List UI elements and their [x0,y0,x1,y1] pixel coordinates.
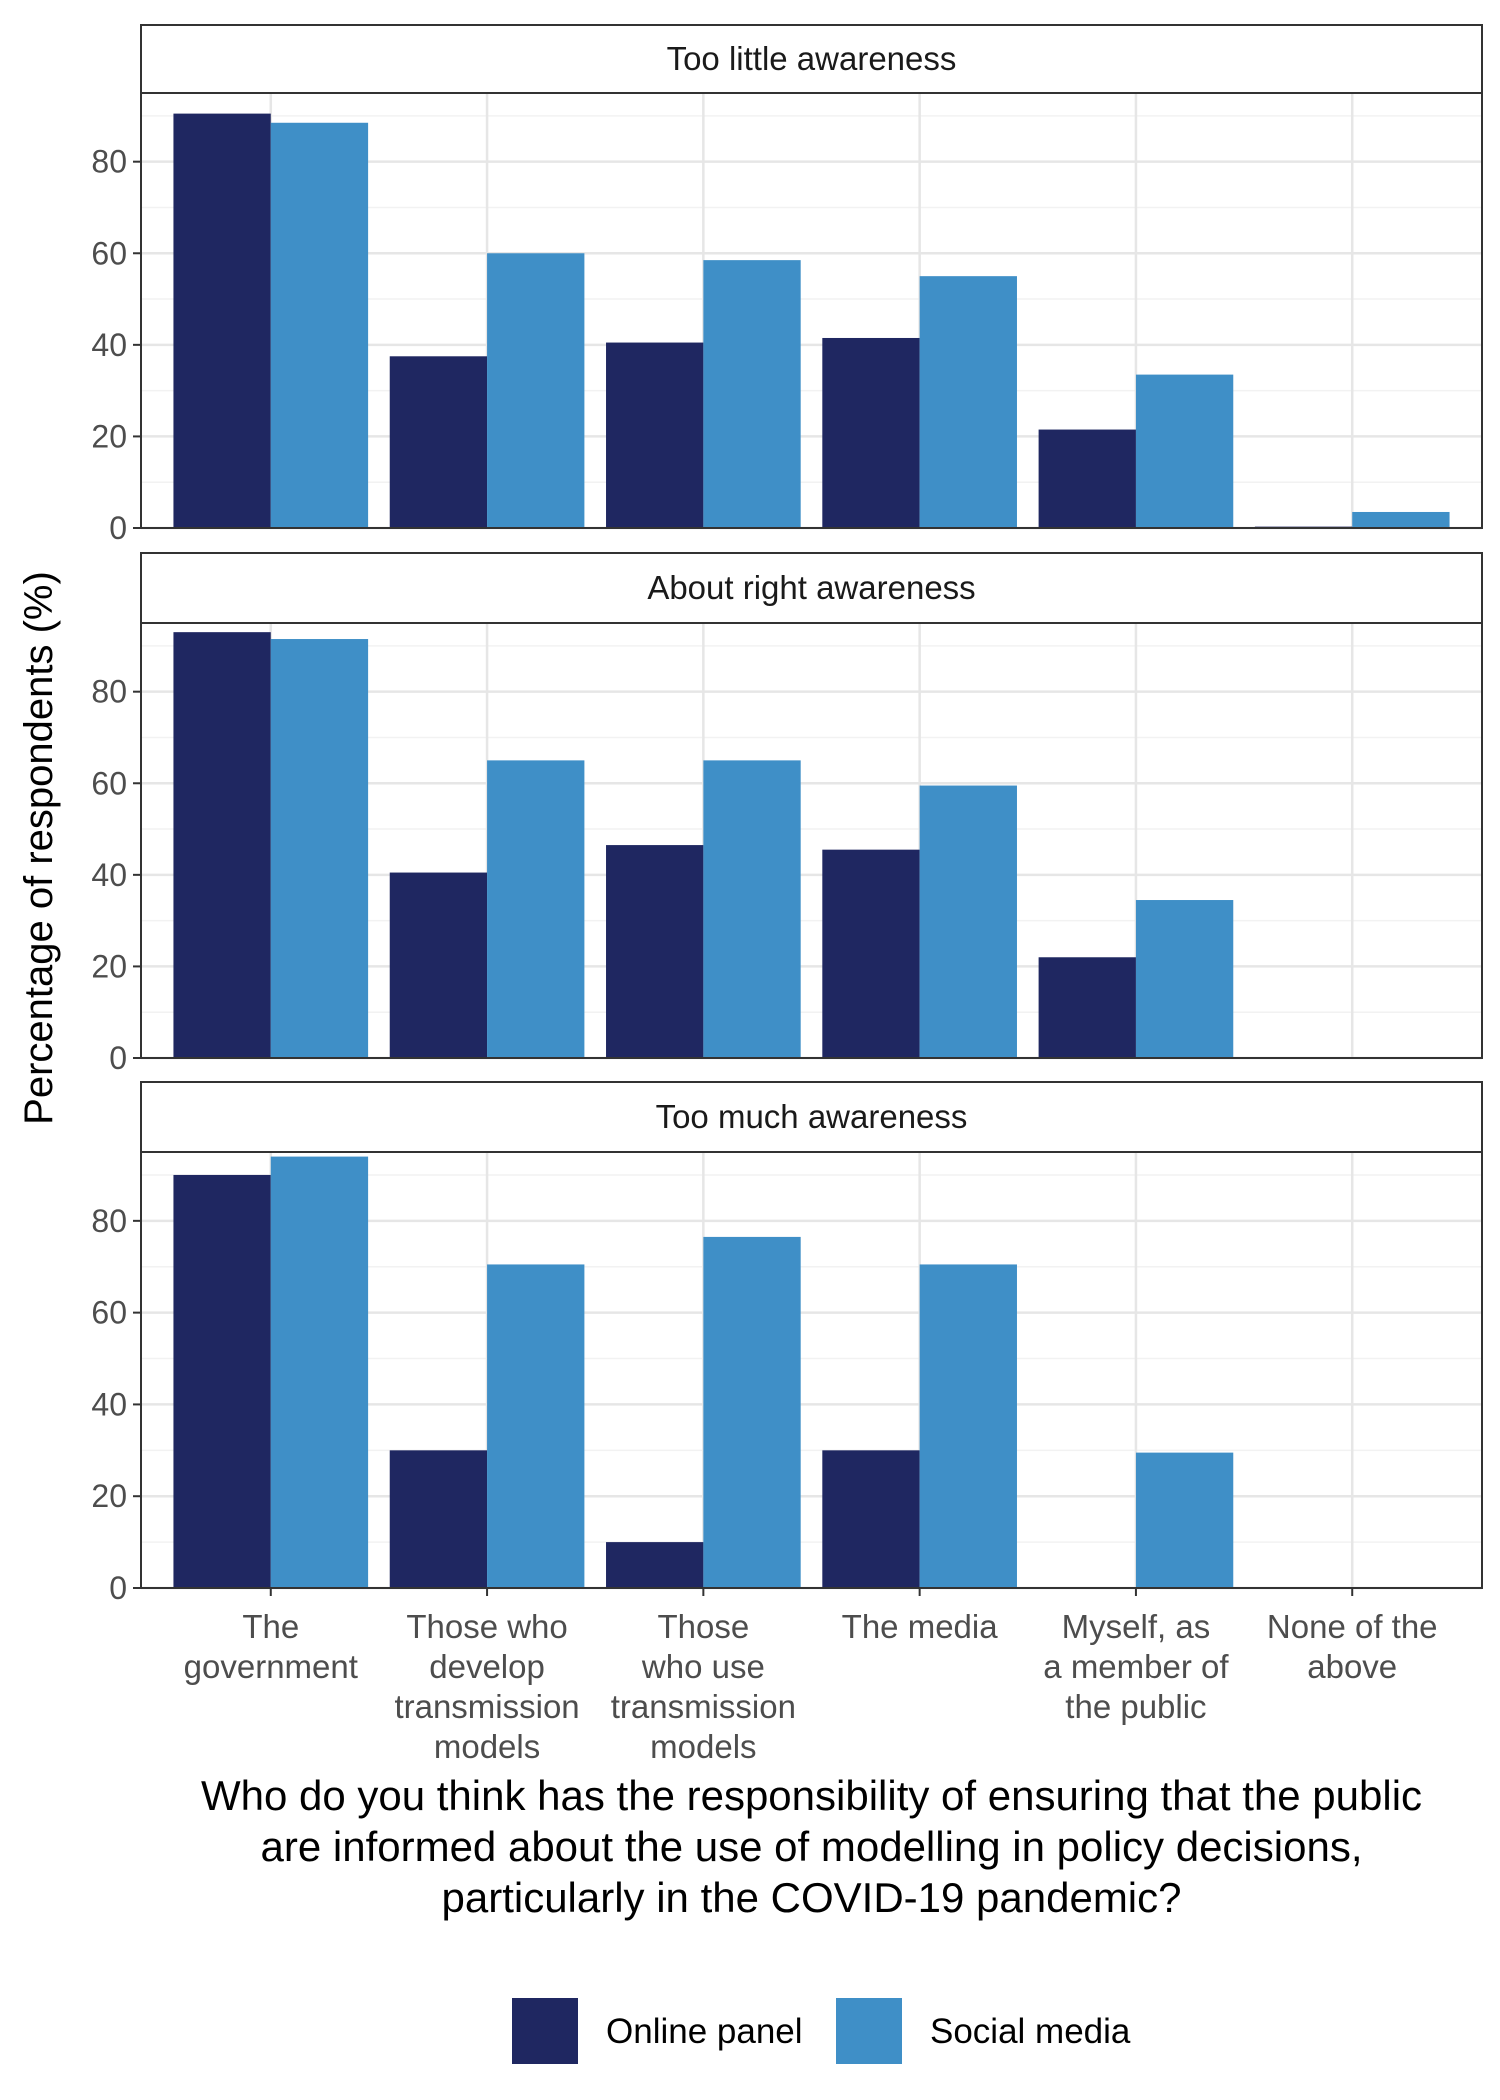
bar [822,1450,920,1588]
x-tick-label-line: above [1307,1648,1397,1685]
x-tick-label-line: transmission [394,1688,579,1725]
y-tick-label: 80 [91,1203,127,1239]
y-tick-label: 40 [91,1386,127,1422]
bar [606,1542,704,1588]
bar [606,845,704,1058]
x-tick-label-line: models [434,1728,540,1765]
legend-label: Online panel [606,2012,803,2051]
bar [173,113,271,529]
y-tick-label: 40 [91,857,127,893]
y-tick-label: 0 [109,510,127,546]
facet-panel: About right awareness 0 20 40 60 80 [91,552,1483,1076]
panel-border [140,622,1483,1059]
y-tick-label: 20 [91,418,127,454]
bar [919,785,1017,1058]
bar [1135,1452,1234,1588]
y-tick-label: 40 [91,327,127,363]
x-tick-label: None of the above [1267,1608,1438,1685]
y-tick-label: 60 [91,765,127,801]
bar [919,276,1017,528]
x-tick-label-line: who use [641,1648,765,1685]
bar [1038,429,1136,528]
x-axis-label-line: are informed about the use of modelling … [261,1823,1363,1870]
bar [270,639,369,1058]
bar [606,342,704,528]
bar [1038,957,1136,1058]
bar [389,872,488,1058]
panel-border [140,1151,1483,1589]
x-tick-label-line: Those who [406,1608,567,1645]
legend-item: Social media [836,1998,1131,2064]
facet-title: Too little awareness [667,40,957,77]
x-tick-label-line: Those [657,1608,749,1645]
facet-panel: Too much awareness 0 20 40 60 80 [91,1081,1483,1606]
facet-panel: Too little awareness 0 20 40 60 80 [91,24,1483,546]
facet-title: Too much awareness [656,1098,968,1135]
x-tick-label-line: models [650,1728,756,1765]
legend: Online panel Social media [512,1998,1131,2064]
panel-border [140,92,1483,529]
bar [173,1174,271,1588]
y-axis-label: Percentage of respondents (%) [17,571,61,1125]
bar [703,760,801,1058]
legend-item: Online panel [512,1998,803,2064]
x-tick-label: The government [184,1608,358,1685]
x-tick-label-line: The [242,1608,299,1645]
bar [822,337,920,528]
facet-strip [140,1081,1483,1153]
bar [1352,511,1450,528]
legend-key [512,1998,578,2064]
facet-strip [140,552,1483,624]
x-tick-label-line: a member of [1043,1648,1229,1685]
x-tick-label-line: government [184,1648,358,1685]
x-tick-label-line: None of the [1267,1608,1438,1645]
x-tick-label-line: transmission [611,1688,796,1725]
facet-strip [140,24,1483,94]
bar [703,1236,801,1588]
bar [487,1264,585,1588]
x-tick-label: Myself, as a member of the public [1043,1608,1229,1725]
x-axis-label: Who do you think has the responsibility … [201,1772,1422,1921]
y-tick-label: 0 [109,1040,127,1076]
bar [487,253,585,528]
bar [703,260,801,528]
y-tick-label: 60 [91,235,127,271]
bar [1135,374,1234,528]
legend-key [836,1998,902,2064]
x-tick-label: Those who develop transmission models [394,1608,579,1765]
x-tick-label-line: the public [1065,1688,1206,1725]
bar [487,760,585,1058]
y-tick-label: 80 [91,674,127,710]
x-tick-label-line: develop [429,1648,545,1685]
y-tick-label: 80 [91,144,127,180]
x-tick-label: Those who use transmission models [611,1608,796,1765]
y-tick-label: 60 [91,1295,127,1331]
bar [1135,900,1234,1058]
bar [389,356,488,528]
y-tick-label: 0 [109,1570,127,1606]
bar [919,1264,1017,1588]
y-tick-label: 20 [91,948,127,984]
bar [822,849,920,1058]
facet-title: About right awareness [647,569,975,606]
bar [270,122,369,529]
bar [173,632,271,1058]
legend-label: Social media [930,2012,1131,2051]
x-axis-label-line: Who do you think has the responsibility … [201,1772,1422,1819]
x-tick-label: The media [842,1608,999,1645]
bar [270,1156,369,1588]
x-tick-label-line: Myself, as [1062,1608,1211,1645]
y-tick-label: 20 [91,1478,127,1514]
bar [389,1450,488,1588]
x-tick-label-line: The media [842,1608,999,1645]
x-axis-label-line: particularly in the COVID-19 pandemic? [441,1874,1181,1921]
